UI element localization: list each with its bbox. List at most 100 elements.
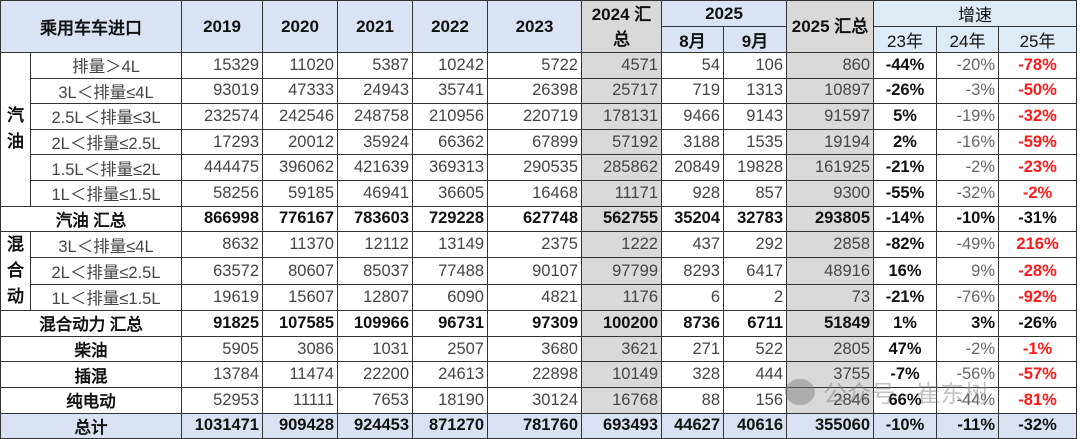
value-2021: 12807	[337, 283, 413, 312]
value-2022: 36605	[412, 179, 488, 207]
value-2025-sum: 355060	[786, 412, 875, 439]
growth-25: -92%	[998, 283, 1078, 312]
value-2022: 66362	[412, 128, 488, 156]
row-label: 排量＞4L	[30, 52, 182, 79]
growth-24: -3%	[936, 77, 1000, 105]
value-2025-sum: 91597	[786, 103, 875, 130]
growth-24: -16%	[936, 128, 1000, 156]
value-2019: 91825	[181, 310, 263, 337]
value-2022: 18190	[412, 386, 488, 414]
growth-25: -81%	[998, 386, 1078, 414]
value-2024-sum: 693493	[581, 412, 662, 439]
value-2020: 15607	[262, 283, 338, 312]
value-2022: 871270	[412, 412, 488, 439]
growth-25: -78%	[998, 52, 1078, 79]
value-sep: 857	[722, 179, 788, 207]
growth-24: -49%	[936, 231, 1000, 259]
value-2019: 17293	[181, 128, 263, 156]
value-2023: 627748	[487, 205, 582, 233]
growth-23: 16%	[873, 257, 938, 285]
value-2022: 10242	[412, 52, 488, 79]
growth-24: -19%	[936, 103, 1000, 130]
value-2021: 85037	[337, 257, 413, 285]
value-2022: 96731	[412, 310, 488, 337]
value-2021: 24943	[337, 77, 413, 105]
table-row: 1L＜排量≤1.5L 58256 59185 46941 36605 16468 11171…	[1, 179, 1078, 207]
table-row: 纯电动 52953 11111 7653 18190 30124 16768 88 156 284…	[0, 386, 1078, 414]
col-sep: 9月	[722, 26, 788, 53]
table-row: 3L＜排量≤4L 93019 47333 24943 35741 26398 25717 71…	[1, 77, 1078, 105]
table-row: 2L＜排量≤2.5L 17293 20012 35924 66362 67899 57192…	[1, 128, 1078, 156]
value-2023: 781760	[487, 412, 582, 439]
growth-23: 1%	[873, 310, 938, 337]
value-2020: 396062	[262, 154, 338, 181]
value-2025-sum: 161925	[786, 154, 875, 181]
table-row: 混合动 3L＜排量≤4L 8632 11370 12112 13149 2375 1222 43…	[0, 231, 1078, 312]
value-2025-sum: 19194	[786, 128, 875, 156]
value-2019: 19619	[181, 283, 263, 312]
value-2023: 2375	[487, 231, 582, 259]
growth-24: 3%	[936, 310, 1000, 337]
growth-23: -26%	[873, 77, 938, 105]
col-2025: 2025	[660, 0, 788, 27]
value-2020: 3086	[262, 335, 338, 363]
value-2020: 107585	[262, 310, 338, 337]
value-sep: 106	[722, 52, 788, 79]
value-2025-sum: 51849	[786, 310, 875, 337]
growth-25: -32%	[998, 103, 1078, 130]
value-2023: 4821	[487, 283, 582, 312]
value-2023: 16468	[487, 179, 582, 207]
value-2021: 109966	[337, 310, 413, 337]
growth-23: 66%	[873, 386, 938, 414]
growth-25: -50%	[998, 77, 1078, 105]
value-2020: 80607	[262, 257, 338, 285]
value-sep: 156	[722, 386, 788, 414]
value-2019: 58256	[181, 179, 263, 207]
value-2021: 7653	[337, 386, 413, 414]
growth-25: -26%	[998, 310, 1078, 337]
col-2019: 2019	[181, 0, 263, 53]
value-2021: 12112	[337, 231, 413, 259]
row-label: 1L＜排量≤1.5L	[30, 283, 182, 312]
value-aug: 271	[661, 335, 724, 363]
value-2021: 248758	[337, 103, 413, 130]
value-2023: 3680	[487, 335, 582, 363]
growth-23: -55%	[873, 179, 938, 207]
value-aug: 88	[661, 386, 724, 414]
value-2025-sum: 293805	[786, 205, 875, 233]
row-label: 混合动力 汇总	[0, 310, 182, 337]
growth-24: -2%	[936, 335, 1000, 363]
value-aug: 3188	[661, 128, 724, 156]
value-2023: 30124	[487, 386, 582, 414]
growth-24: -20%	[936, 52, 1000, 79]
value-2023: 5722	[487, 52, 582, 79]
growth-23: 5%	[873, 103, 938, 130]
value-2021: 1031	[337, 335, 413, 363]
col-2025-sum: 2025 汇总	[786, 0, 875, 53]
value-2025-sum: 10897	[786, 77, 875, 105]
value-2024-sum: 11171	[581, 179, 662, 207]
value-2019: 13784	[181, 361, 263, 388]
value-2024-sum: 1176	[581, 283, 662, 312]
growth-25: 216%	[998, 231, 1078, 259]
row-label: 柴油	[0, 335, 182, 363]
value-2020: 11370	[262, 231, 338, 259]
value-aug: 9466	[661, 103, 724, 130]
table-row: 2.5L＜排量≤3L 232574 242546 248758 210956 220719…	[1, 103, 1078, 130]
value-2025-sum: 73	[786, 283, 875, 312]
growth-25: -59%	[998, 128, 1078, 156]
value-2019: 232574	[181, 103, 263, 130]
value-2023: 90107	[487, 257, 582, 285]
value-2019: 52953	[181, 386, 263, 414]
growth-24: -2%	[936, 154, 1000, 181]
row-label: 2L＜排量≤2.5L	[30, 128, 182, 156]
growth-24: -10%	[936, 205, 1000, 233]
value-2024-sum: 10149	[581, 361, 662, 388]
table-title: 乘用车车进口	[0, 0, 182, 53]
value-2021: 783603	[337, 205, 413, 233]
growth-23: -14%	[873, 205, 938, 233]
value-aug: 20849	[661, 154, 724, 181]
group-label: 汽油	[0, 52, 31, 207]
value-2020: 11020	[262, 52, 338, 79]
value-2025-sum: 2858	[786, 231, 875, 259]
